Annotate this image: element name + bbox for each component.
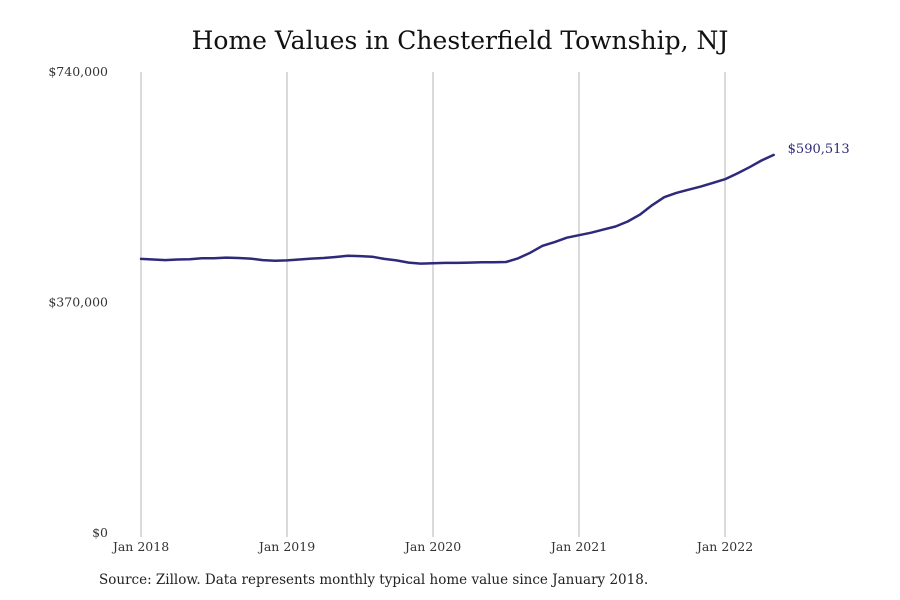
- y-tick-label: $740,000: [48, 64, 108, 79]
- x-tick-label: Jan 2018: [111, 539, 169, 554]
- series-layer: [139, 153, 775, 265]
- y-tick-label: $370,000: [48, 295, 108, 310]
- gridlines: [140, 72, 726, 537]
- end-value-label: $590,513: [788, 142, 850, 157]
- y-axis-ticks: $0 $370,000 $740,000: [48, 64, 108, 540]
- y-tick-label: $0: [92, 525, 108, 540]
- x-axis-ticks: Jan 2018 Jan 2019 Jan 2020 Jan 2021 Jan 2022: [111, 539, 753, 554]
- chart-title: Home Values in Chesterfield Township, NJ: [191, 26, 729, 55]
- series-line: [139, 153, 775, 265]
- x-tick-label: Jan 2020: [403, 539, 461, 554]
- x-tick-label: Jan 2021: [549, 539, 607, 554]
- source-note: Source: Zillow. Data represents monthly …: [99, 572, 649, 588]
- end-label-layer: $590,513: [788, 142, 850, 157]
- x-tick-label: Jan 2022: [695, 539, 753, 554]
- x-tick-label: Jan 2019: [257, 539, 315, 554]
